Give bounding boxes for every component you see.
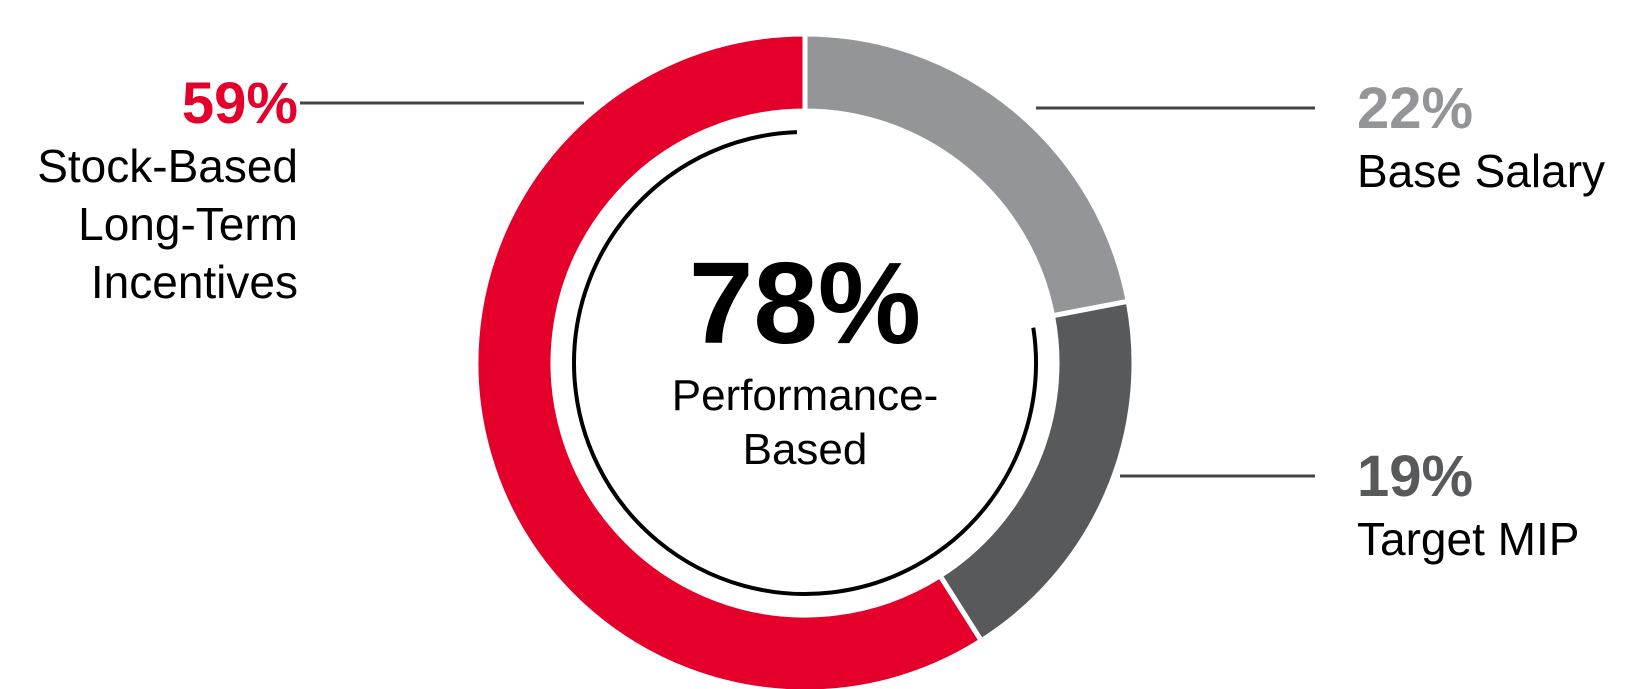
center-label: Performance-Based	[671, 371, 939, 474]
center-value: 78%	[688, 238, 922, 368]
legend-label: Target MIP	[1357, 513, 1580, 565]
value-label: 19%	[1357, 444, 1474, 509]
center-annotation: 78% Performance-Based	[605, 245, 1005, 477]
legend-label: Stock-Based Long-Term Incentives	[37, 140, 298, 308]
donut-segment	[473, 31, 985, 689]
value-label: 22%	[1357, 76, 1474, 141]
legend-label: Base Salary	[1357, 145, 1606, 197]
performance-arc	[572, 130, 1038, 596]
value-label: 59%	[181, 71, 298, 136]
